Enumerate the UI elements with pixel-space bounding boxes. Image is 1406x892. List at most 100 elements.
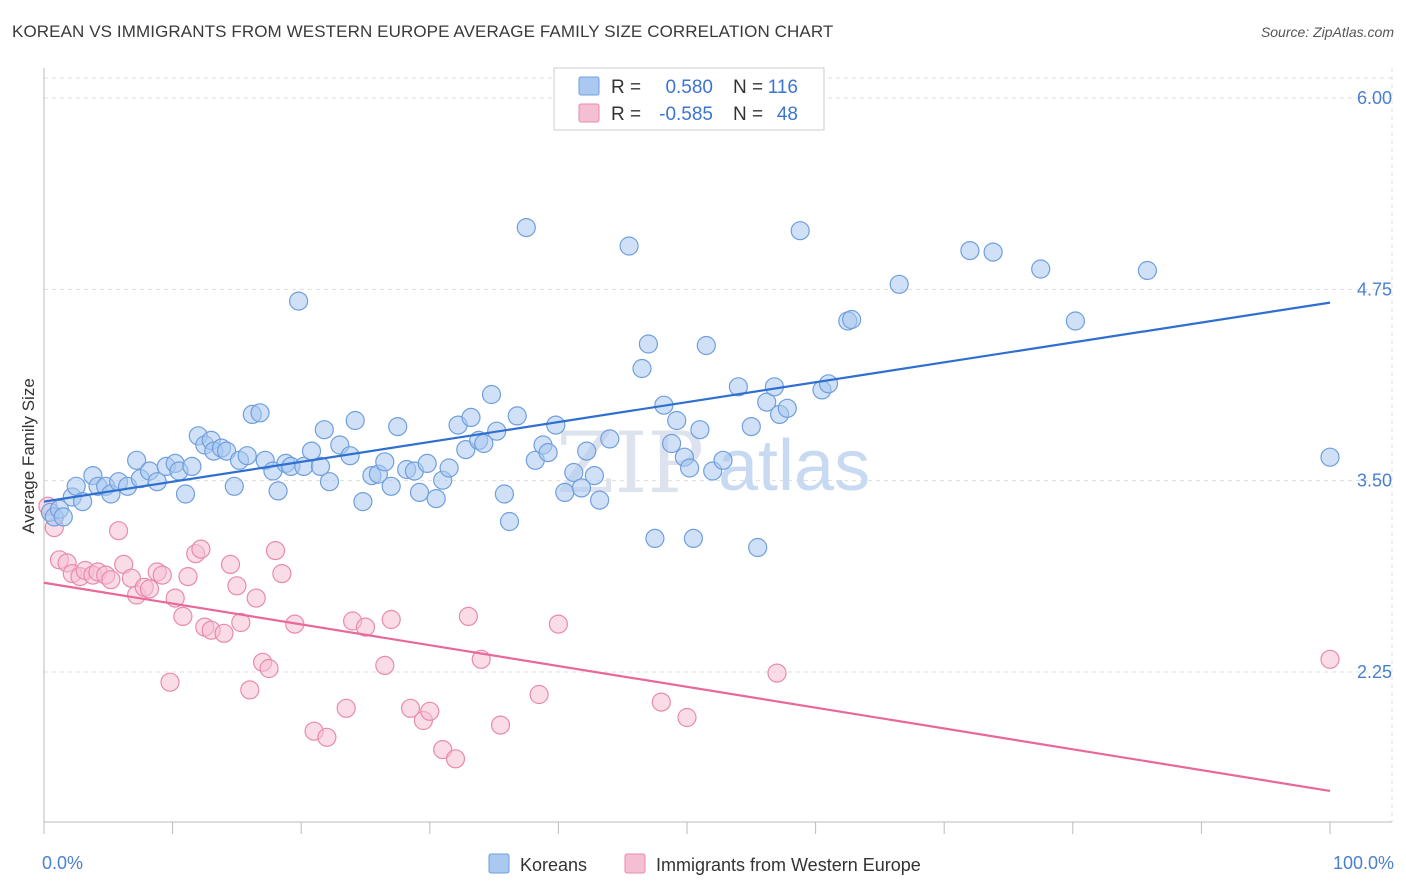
series-immigrants-points <box>38 496 1340 769</box>
legend-r-value-2: -0.585 <box>659 104 713 125</box>
immigrants-point <box>101 570 121 590</box>
legend-n-value-2: 48 <box>777 104 798 125</box>
bottom-legend-label-immigrants: Immigrants from Western Europe <box>656 855 921 875</box>
koreans-point <box>217 441 237 461</box>
y-tick-label-1: 4.75 <box>1357 279 1392 299</box>
immigrants-point <box>767 663 787 683</box>
immigrants-point <box>355 617 376 637</box>
koreans-point <box>388 417 408 437</box>
koreans-point <box>456 440 476 460</box>
correlation-legend: R = 0.580 N = 116 R = -0.585 N = 48 <box>553 67 825 131</box>
immigrants-point <box>490 715 511 735</box>
koreans-point <box>679 458 700 478</box>
x-tick-labels: 0.0% 100.0% <box>42 853 1394 873</box>
koreans-point <box>381 476 401 496</box>
koreans-point <box>889 274 909 294</box>
immigrants-point <box>458 606 478 627</box>
koreans-point <box>667 410 687 431</box>
immigrants-point <box>227 576 247 596</box>
koreans-point <box>375 452 395 472</box>
chart-title: KOREAN VS IMMIGRANTS FROM WESTERN EUROPE… <box>12 22 834 41</box>
trend-lines <box>43 301 1331 793</box>
legend-r-label-2: R = <box>611 104 641 125</box>
immigrants-trend-line <box>43 581 1331 793</box>
immigrants-point <box>1320 649 1340 669</box>
immigrants-point <box>259 658 279 679</box>
legend-swatch-blue <box>578 76 600 96</box>
koreans-point <box>564 462 584 483</box>
koreans-point <box>818 374 839 394</box>
koreans-point <box>619 236 639 256</box>
koreans-point <box>632 358 652 379</box>
immigrants-point <box>220 554 241 575</box>
immigrants-point <box>214 623 234 643</box>
koreans-point <box>439 458 459 478</box>
koreans-point <box>661 433 682 454</box>
koreans-point <box>409 482 430 502</box>
koreans-point <box>757 392 777 412</box>
koreans-point <box>345 410 365 431</box>
legend-r-value-1: 0.580 <box>665 77 713 98</box>
koreans-point <box>584 466 605 486</box>
koreans-point <box>461 407 481 427</box>
koreans-point <box>555 482 575 502</box>
koreans-point <box>645 528 665 549</box>
koreans-point <box>353 492 373 512</box>
koreans-point <box>983 242 1003 262</box>
koreans-point <box>314 420 334 440</box>
koreans-point <box>53 507 73 527</box>
legend-n-label-2: N = <box>733 104 763 125</box>
koreans-point <box>507 406 527 426</box>
immigrants-point <box>317 727 337 747</box>
bottom-legend-swatch-immigrants <box>624 853 646 874</box>
immigrants-point <box>240 680 260 700</box>
legend-swatch-pink <box>578 103 600 123</box>
y-axis-title: Average Family Size <box>19 378 38 534</box>
koreans-point <box>696 335 716 356</box>
series-koreans-points <box>40 218 1340 558</box>
x-tick-label-start: 0.0% <box>42 853 83 873</box>
watermark-atlas: atlas <box>718 426 870 506</box>
koreans-point <box>319 472 340 492</box>
koreans-point <box>499 511 520 532</box>
koreans-point <box>683 528 704 549</box>
y-tick-label-3: 2.25 <box>1357 662 1392 682</box>
bottom-legend-swatch-koreans <box>488 853 510 874</box>
koreans-point <box>638 334 659 354</box>
immigrants-point <box>139 579 160 599</box>
koreans-point <box>182 456 202 476</box>
koreans-point <box>713 450 733 470</box>
koreans-point <box>1320 447 1340 467</box>
y-tick-label-2: 3.50 <box>1357 471 1392 491</box>
koreans-point <box>538 443 558 463</box>
immigrants-point <box>178 566 198 587</box>
immigrants-point <box>173 606 193 627</box>
koreans-point <box>571 478 592 498</box>
chart-source: Source: ZipAtlas.com <box>1260 24 1394 40</box>
koreans-point <box>310 456 331 476</box>
koreans-point <box>237 446 257 466</box>
koreans-point <box>494 484 514 504</box>
koreans-point <box>175 484 196 504</box>
koreans-point <box>516 218 536 238</box>
koreans-point <box>426 489 446 509</box>
bottom-legend-label-koreans: Koreans <box>520 855 587 875</box>
immigrants-point <box>677 707 697 728</box>
koreans-point <box>690 420 710 440</box>
koreans-point <box>127 450 147 470</box>
immigrants-point <box>152 565 172 585</box>
koreans-point <box>741 417 761 437</box>
immigrants-point <box>651 692 671 712</box>
immigrants-point <box>529 684 549 705</box>
immigrants-point <box>445 749 466 769</box>
koreans-point <box>268 481 288 501</box>
immigrants-point <box>191 539 211 559</box>
koreans-point <box>250 403 270 423</box>
koreans-trend-line <box>43 301 1331 503</box>
koreans-point <box>1065 311 1086 331</box>
immigrants-point <box>375 655 395 676</box>
koreans-point <box>546 415 566 435</box>
koreans-point <box>728 377 749 397</box>
koreans-point <box>748 537 768 558</box>
